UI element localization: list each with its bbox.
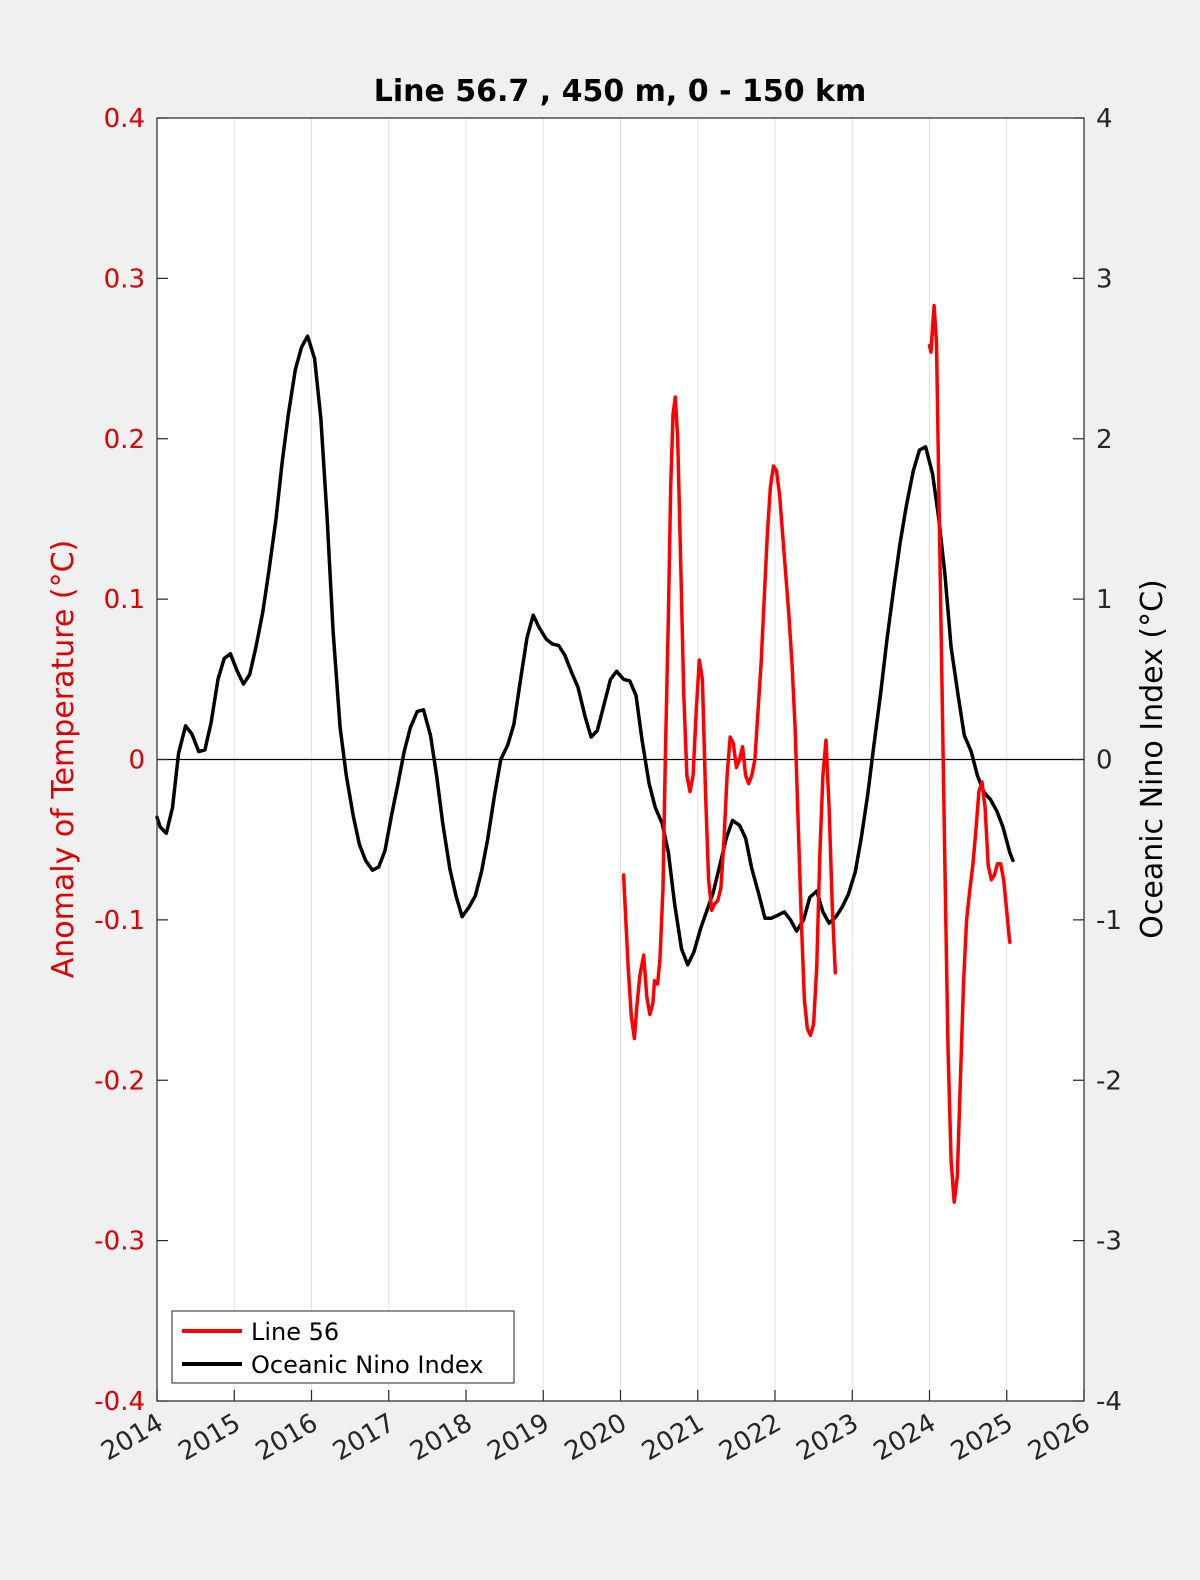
y-left-tick-label: -0.4 — [94, 1387, 145, 1417]
chart-title: Line 56.7 , 450 m, 0 - 150 km — [374, 74, 867, 109]
y-right-tick-label: -2 — [1096, 1066, 1122, 1096]
series-line-oceanic-nino-index — [155, 334, 1015, 967]
legend-label-line56: Line 56 — [251, 1318, 339, 1346]
y-left-tick-label: -0.3 — [94, 1227, 145, 1257]
y-right-tick-label: 4 — [1096, 104, 1113, 134]
y-left-tick-label: 0.1 — [104, 585, 145, 615]
y-right-tick-label: 1 — [1096, 585, 1113, 615]
y-right-tick-label: -1 — [1096, 906, 1122, 936]
y-left-tick-label: 0 — [128, 746, 145, 776]
y-right-tick-label: -4 — [1096, 1387, 1122, 1417]
y-right-tick-label: 2 — [1096, 425, 1113, 455]
y-axis-left-label: Anomaly of Temperature (°C) — [46, 540, 81, 979]
legend-label-oni: Oceanic Nino Index — [251, 1351, 483, 1379]
y-left-tick-label: 0.2 — [104, 425, 145, 455]
series-line-line56 — [621, 395, 838, 1041]
legend: Line 56 Oceanic Nino Index — [171, 1310, 515, 1384]
y-axis-right-label: Oceanic Nino Index (°C) — [1135, 579, 1170, 939]
legend-box — [171, 1310, 515, 1384]
series-line-line56 — [927, 303, 1012, 1204]
y-left-tick-label: -0.1 — [94, 906, 145, 936]
y-right-tick-label: 0 — [1096, 746, 1113, 776]
y-left-tick-label: 0.3 — [104, 264, 145, 294]
series-layer — [155, 303, 1015, 1204]
y-left-tick-label: 0.4 — [104, 104, 145, 134]
y-right-tick-label: -3 — [1096, 1227, 1122, 1257]
y-right-tick-label: 3 — [1096, 264, 1113, 294]
y-left-tick-label: -0.2 — [94, 1066, 145, 1096]
